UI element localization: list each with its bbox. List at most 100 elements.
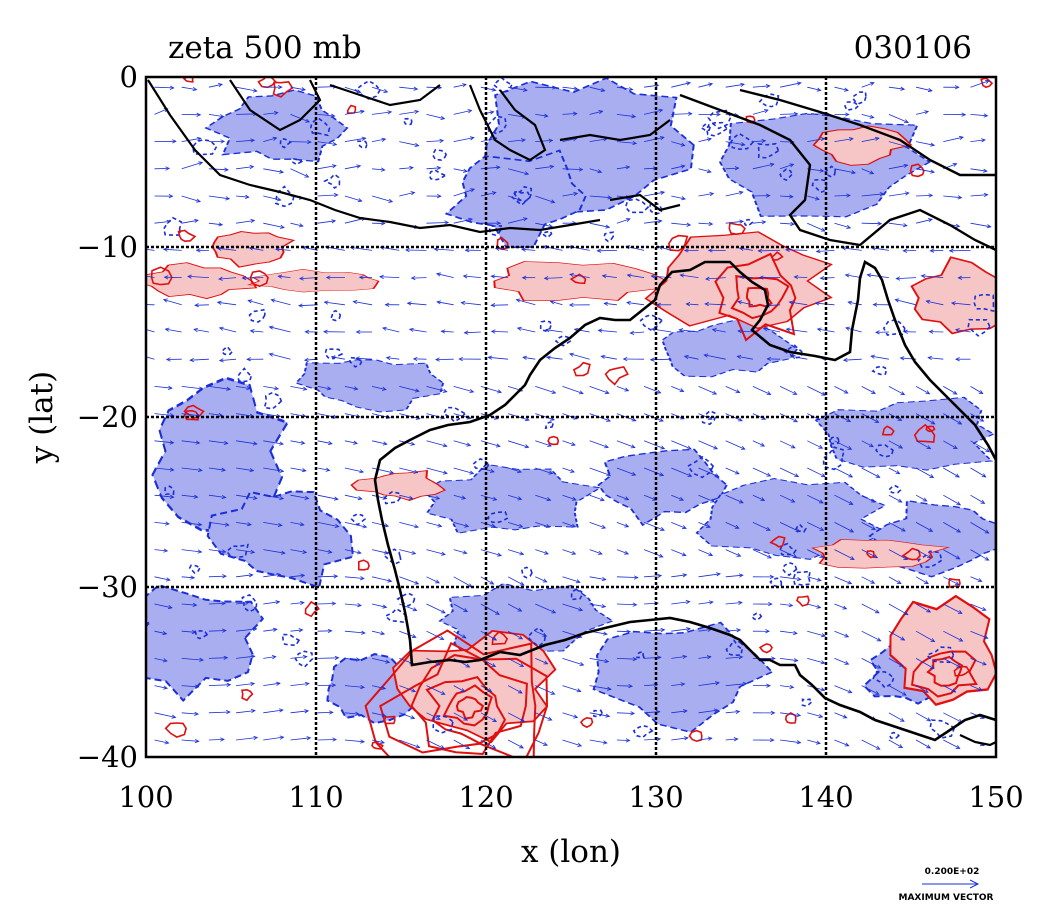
wind-vector [698,413,712,420]
wind-vector-head [767,554,772,559]
wind-vector [372,386,386,390]
wind-vector-head [688,111,693,116]
vorticity-contour [758,643,773,654]
wind-vector [181,603,197,606]
wind-vector-head [820,687,826,692]
wind-vector [290,602,304,605]
wind-vector [324,301,345,306]
wind-vector-head [164,740,170,745]
wind-vector [507,658,524,667]
wind-vector [426,140,444,142]
vorticity-contour [699,122,711,132]
wind-vector [616,549,629,555]
wind-vector-head [355,329,361,335]
wind-vector-head [549,300,555,305]
wind-vector [861,222,882,225]
wind-vector [671,683,685,686]
wind-vector [562,522,576,528]
wind-vector-head [820,660,826,665]
wind-vector [181,386,203,390]
wind-vector-head [436,194,442,199]
wind-vector [409,328,427,333]
wind-vector-head [518,523,524,528]
wind-vector-head [766,356,772,362]
wind-vector-head [927,355,933,361]
wind-vector [535,739,548,746]
wind-vector-head [846,193,851,198]
wind-vector-head [167,385,173,390]
wind-vector [704,354,726,360]
wind-vector [426,576,440,584]
wind-vector [861,168,874,174]
wind-vector-head [436,715,441,720]
wind-vector-head [444,220,450,225]
wind-vector [535,440,552,447]
wind-vector-head [598,110,604,115]
wind-vector [208,467,226,471]
wind-vector-head [299,600,305,605]
wind-vector [888,494,902,503]
wind-vector-head [898,662,904,667]
wind-vector-head [897,416,903,421]
wind-vector [834,549,855,560]
wind-vector [616,141,637,144]
wind-vector-head [708,82,714,87]
wind-vector-head [739,219,745,224]
vorticity-contour [769,577,783,588]
wind-vector [943,195,962,199]
wind-vector [780,113,798,115]
wind-vector [671,113,692,115]
wind-vector-head [305,118,311,123]
wind-vector [372,630,385,635]
wind-vector-head [926,608,932,613]
vorticity-contour [554,334,572,347]
wind-vector-head [353,386,359,391]
wind-vector-head [869,170,875,175]
wind-vector [816,250,835,252]
wind-vector-head [928,527,934,532]
vorticity-contour [792,570,812,586]
wind-vector-head [657,573,663,578]
wind-vector [263,549,285,554]
wind-vector [317,114,335,117]
wind-vector-head [658,108,664,113]
wind-vector-head [758,275,764,280]
wind-vector [236,628,257,632]
wind-vector-head [793,658,799,663]
wind-vector [208,83,223,88]
vorticity-contour [304,600,320,618]
wind-vector-head [632,140,638,146]
wind-vector-head [387,578,393,583]
wind-vector [217,301,237,306]
wind-vector [598,329,617,333]
wind-vector [263,682,280,686]
vorticity-contour [632,724,654,739]
wind-vector [725,629,741,632]
wind-vector-head [903,611,909,616]
wind-vector-head [222,628,227,633]
wind-vector [725,656,743,659]
vorticity-contour [544,421,555,430]
wind-vector-head [658,417,664,422]
wind-vector-head [162,298,168,303]
wind-vector [290,141,311,143]
wind-vector-head [734,166,740,171]
wind-vector-head [542,578,548,583]
wind-vector-head [927,87,933,93]
wind-vector [589,138,607,142]
wind-vector-head [704,301,709,307]
wind-vector-head [900,636,906,641]
wind-vector-head [573,415,579,420]
wind-vector [372,440,387,445]
wind-vector-head [796,81,802,86]
wind-vector-head [410,191,416,196]
wind-vector-head [874,690,880,695]
vorticity-contour [887,484,902,494]
wind-vector [671,195,686,200]
wind-vector-head [983,113,989,118]
wind-vector-head [816,577,822,582]
vorticity-contour [688,729,703,743]
wind-vector [888,467,900,475]
wind-vector-head [790,444,796,449]
wind-vector-head [816,604,822,609]
